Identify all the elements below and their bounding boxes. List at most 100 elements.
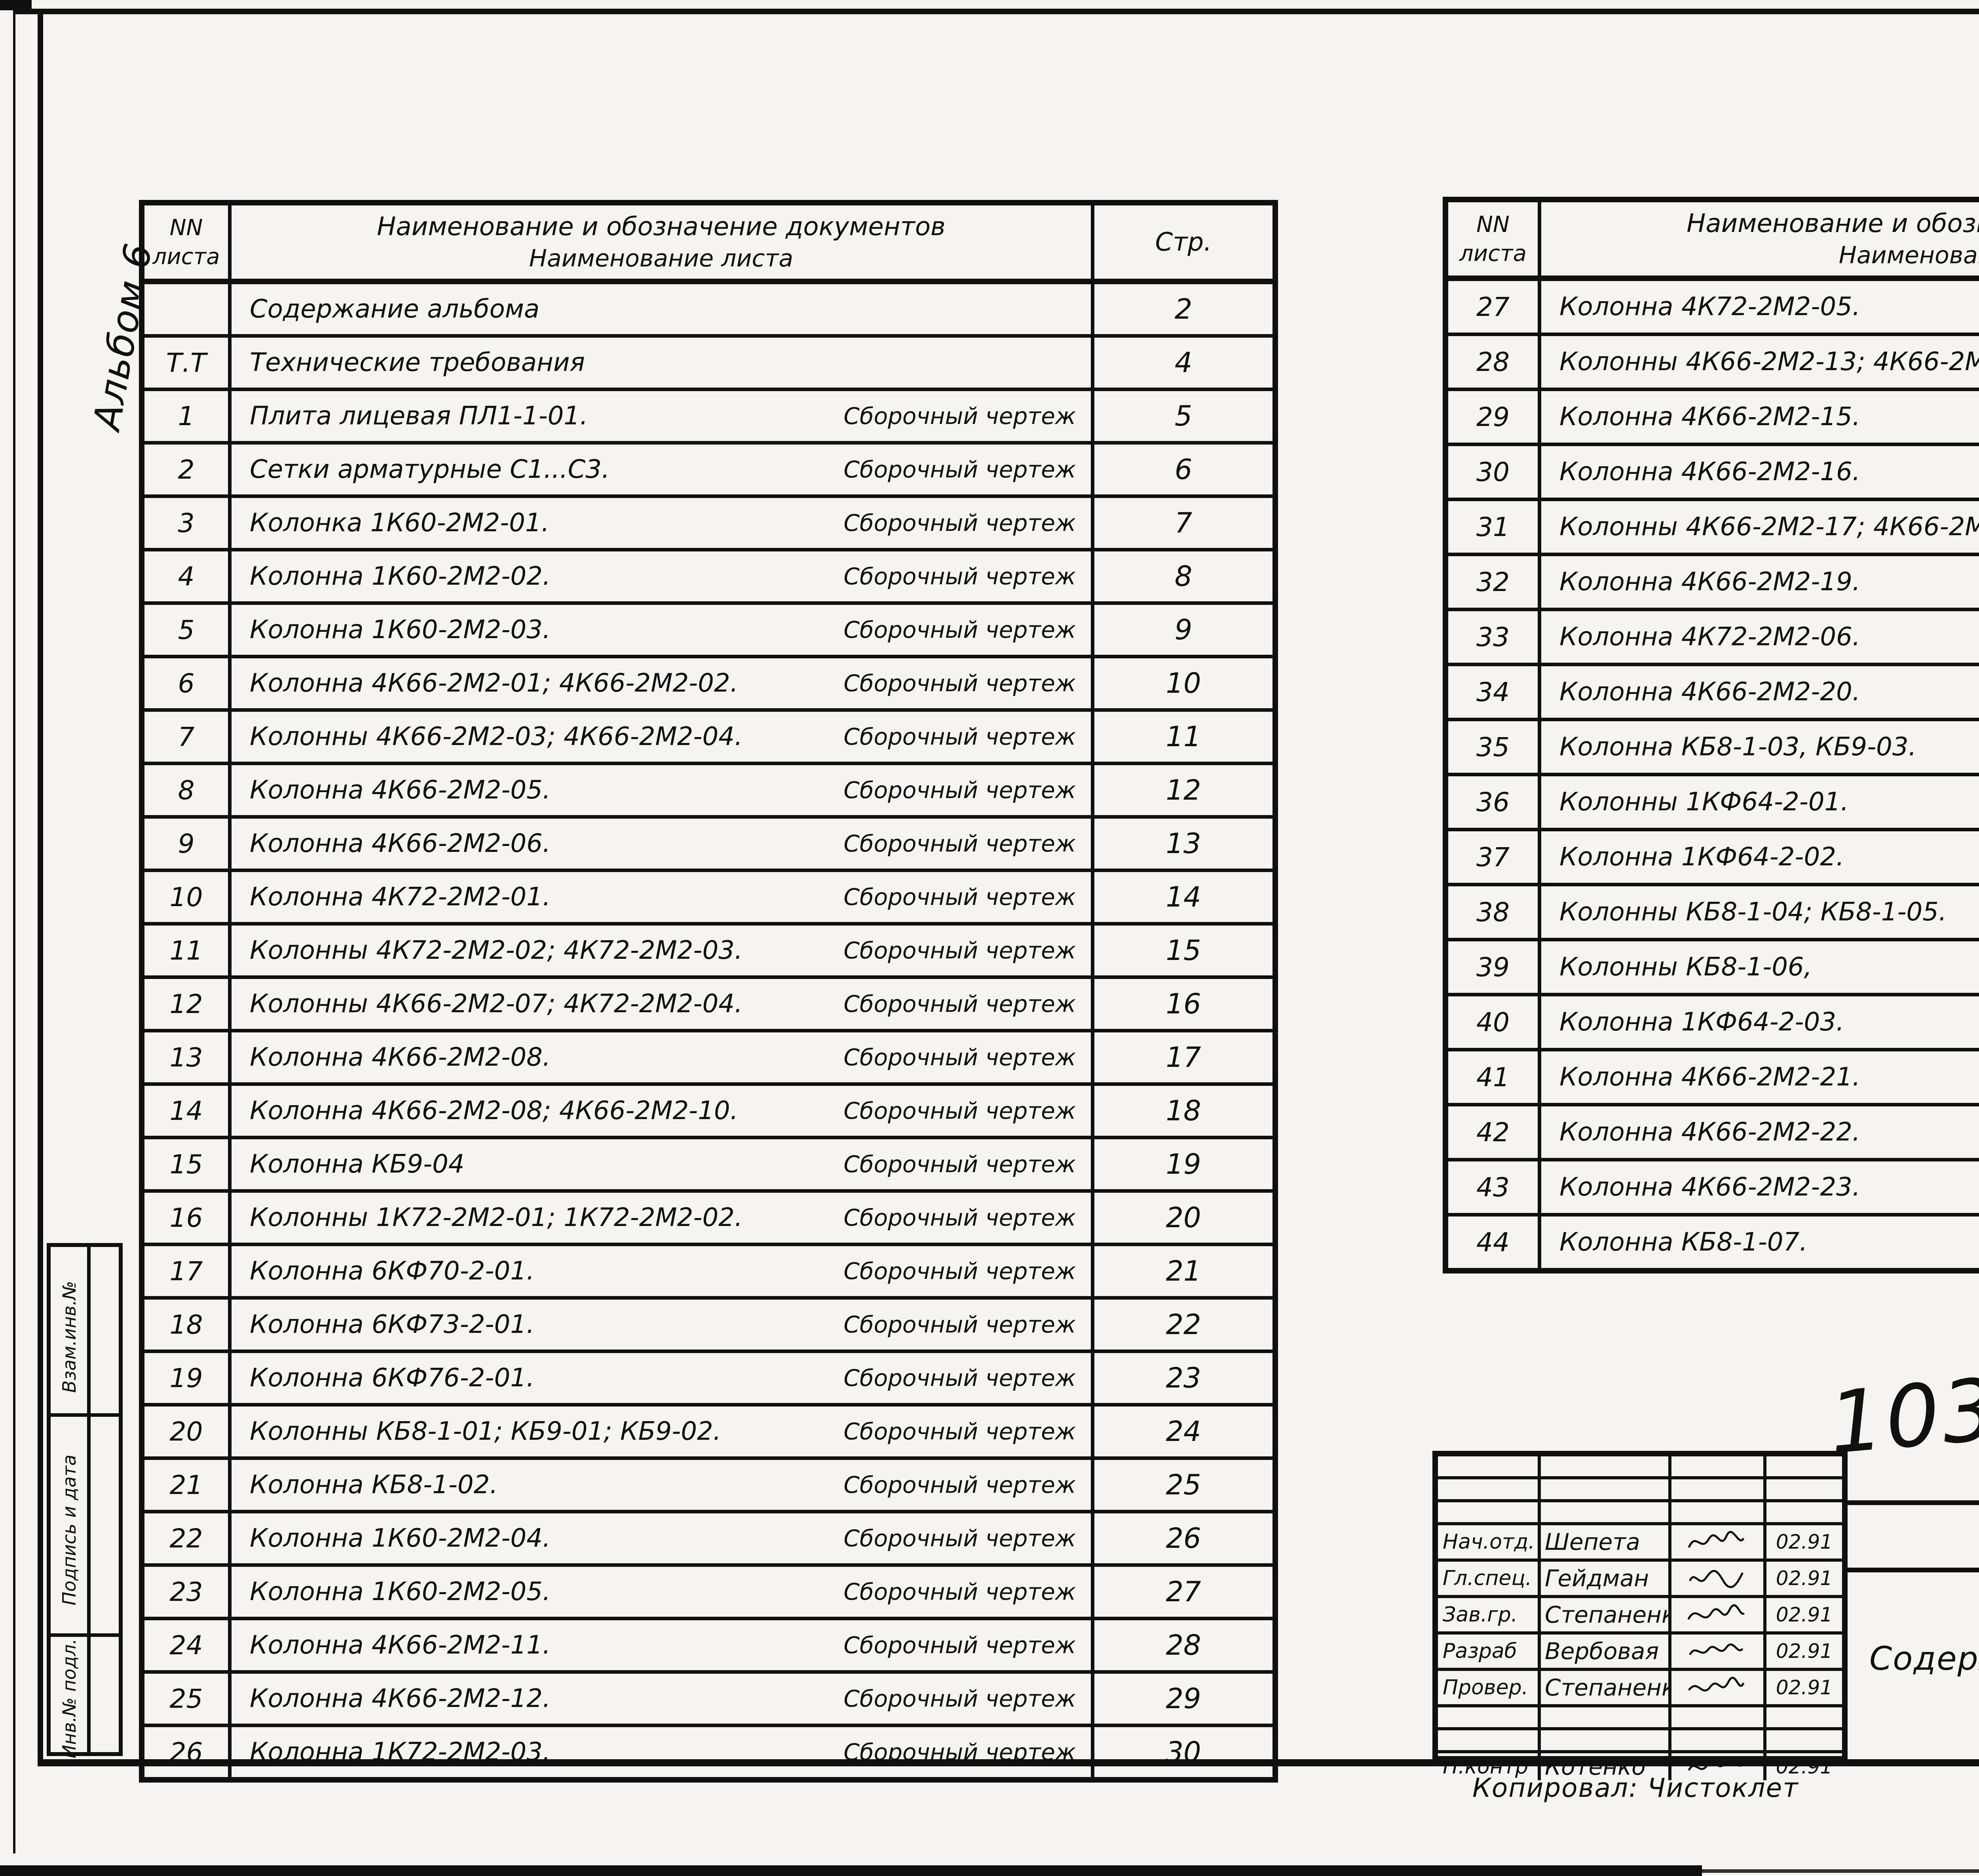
row-document-name: Колонна 4К66-2М2-20. bbox=[1559, 677, 1861, 707]
row-number: 27 bbox=[1448, 281, 1541, 333]
doc-code: 705-2-73.91 bbox=[1848, 1509, 1979, 1560]
row-number: 38 bbox=[1448, 886, 1541, 938]
doc-title: Содержание альбома bbox=[1869, 1640, 1979, 1678]
row-number: 39 bbox=[1448, 941, 1541, 993]
header-name: Наименование и обозначение документов На… bbox=[1541, 202, 1979, 276]
row-number: 31 bbox=[1448, 501, 1541, 553]
header-name-line1: Наименование и обозначение документов bbox=[1687, 209, 1979, 238]
row-name-cell: Колонна 4К66-2М2-19.Сборочный чертеж bbox=[1541, 556, 1979, 608]
row-page-number: 21 bbox=[1166, 1255, 1201, 1287]
row-document-type: Сборочный чертеж bbox=[843, 1632, 1076, 1659]
signature-scribble bbox=[1688, 1676, 1745, 1692]
contents-table-left: NN листа Наименование и обозначение доку… bbox=[139, 200, 1278, 1783]
table-header: NN листа Наименование и обозначение доку… bbox=[1448, 202, 1979, 281]
row-number: 12 bbox=[144, 979, 232, 1029]
row-number: 34 bbox=[1448, 666, 1541, 718]
row-name-cell: Колонны КБ8-1-01; КБ9-01; КБ9-02. Сборочн… bbox=[232, 1407, 1094, 1456]
scan-bottom-band bbox=[0, 1865, 1702, 1876]
row-document-name: Колонна 4К66-2М2-12. bbox=[250, 1684, 551, 1713]
signature-cell bbox=[1671, 1598, 1766, 1631]
row-number: 10 bbox=[144, 872, 232, 922]
row-number: 11 bbox=[144, 926, 232, 975]
row-name-cell: Колонна 6КФ73-2-01. Сборочный чертеж bbox=[232, 1300, 1094, 1350]
signature-cell bbox=[1671, 1753, 1766, 1780]
header-page: Стр. bbox=[1094, 205, 1272, 279]
table-row: 4 Колонна 1К60-2М2-02. Сборочный чертеж 8 bbox=[144, 551, 1272, 605]
row-number: 3 bbox=[144, 498, 232, 548]
signature-row: Н.контр Котенко 02.91 bbox=[1438, 1753, 1842, 1780]
row-document-type: Сборочный чертеж bbox=[843, 1525, 1076, 1552]
row-page-number: 7 bbox=[1174, 507, 1193, 539]
signature-row-empty bbox=[1438, 1707, 1842, 1730]
row-document-type: Сборочный чертеж bbox=[843, 616, 1076, 643]
frame-left-outer-line bbox=[13, 9, 15, 1853]
row-document-type: Сборочный чертеж bbox=[843, 990, 1076, 1017]
row-page-number: 8 bbox=[1174, 560, 1193, 593]
row-number: 32 bbox=[1448, 556, 1541, 608]
signature-row: Разраб Вербовая 02.91 bbox=[1438, 1635, 1842, 1671]
row-name-cell: Колонна 4К66-2М2-12. Сборочный чертеж bbox=[232, 1674, 1094, 1724]
row-name-cell: Колонна КБ8-1-03, КБ9-03.Сборочный черте… bbox=[1541, 721, 1979, 773]
signature-cell bbox=[1671, 1562, 1766, 1595]
row-document-type: Сборочный чертеж bbox=[843, 1097, 1076, 1124]
row-name-cell: Плита лицевая ПЛ1-1-01. Сборочный чертеж bbox=[232, 391, 1094, 441]
row-document-name: Колонна 4К66-2М2-05. bbox=[250, 775, 551, 805]
row-document-name: Колонна 4К72-2М2-05. bbox=[1559, 292, 1861, 321]
side-stamp-row-line bbox=[51, 1633, 119, 1637]
title-block-line bbox=[1848, 1568, 1979, 1572]
row-name-cell: Колонна 4К66-2М2-23.Сборочный чертеж bbox=[1541, 1161, 1979, 1213]
row-document-name: Сетки арматурные С1...С3. bbox=[250, 455, 610, 484]
signature-row: Гл.спец. Гейдман 02.91 bbox=[1438, 1562, 1842, 1598]
side-stamp-label-vzam: Взам.инв.№ bbox=[59, 1281, 80, 1393]
signature-date: 02.91 bbox=[1776, 1755, 1833, 1778]
row-number: 14 bbox=[144, 1086, 232, 1136]
signature-row-empty bbox=[1438, 1479, 1842, 1502]
row-page-number: 27 bbox=[1166, 1576, 1201, 1608]
row-document-name: Колонна КБ9-04 bbox=[250, 1150, 465, 1179]
header-page-label: Стр. bbox=[1155, 227, 1212, 257]
header-name: Наименование и обозначение документов На… bbox=[232, 205, 1094, 279]
row-number: 40 bbox=[1448, 996, 1541, 1048]
inventory-number-handwritten: 10397/6 bbox=[1825, 1342, 1979, 1473]
row-document-name: Колонна 1КФ64-2-03. bbox=[1559, 1007, 1844, 1037]
row-document-type: Сборочный чертеж bbox=[843, 1418, 1076, 1445]
row-document-name: Колонна 4К66-2М2-21. bbox=[1559, 1062, 1861, 1092]
row-page-number: 15 bbox=[1166, 934, 1201, 967]
row-document-name: Колонны 4К66-2М2-07; 4К72-2М2-04. bbox=[250, 989, 743, 1019]
row-number: 9 bbox=[144, 819, 232, 869]
row-document-name: Колонна КБ8-1-07. bbox=[1559, 1228, 1808, 1257]
row-number: 22 bbox=[144, 1513, 232, 1563]
title-block-signature-table: Нач.отд. Шепета 02.91 Гл.спец. Гейдман 0… bbox=[1432, 1451, 1848, 1780]
row-document-name: Колонны КБ8-1-04; КБ8-1-05. bbox=[1559, 897, 1947, 927]
side-stamp-label-podpis: Подпись и дата bbox=[59, 1454, 80, 1606]
signature-date: 02.91 bbox=[1776, 1567, 1833, 1590]
row-name-cell: Колонны КБ8-1-06,Сборочный чертеж bbox=[1541, 941, 1979, 993]
signature-name: Шепета bbox=[1541, 1525, 1671, 1559]
signature-cell bbox=[1671, 1635, 1766, 1668]
row-page-number: 29 bbox=[1166, 1682, 1201, 1715]
row-number: 37 bbox=[1448, 831, 1541, 883]
row-number: Т.Т bbox=[144, 338, 232, 388]
signature-scribble bbox=[1689, 1643, 1743, 1656]
signature-role: Гл.спец. bbox=[1438, 1562, 1541, 1595]
header-nn: NN листа bbox=[144, 205, 232, 279]
row-page-number: 22 bbox=[1166, 1308, 1201, 1341]
row-document-name: Технические требования bbox=[250, 348, 585, 377]
signature-scribble bbox=[1688, 1531, 1745, 1548]
row-name-cell: Колонна КБ8-1-07.Сборочный чертеж bbox=[1541, 1216, 1979, 1268]
row-document-type: Сборочный чертеж bbox=[843, 403, 1076, 430]
row-number: 44 bbox=[1448, 1216, 1541, 1268]
row-name-cell: Колонны 4К66-2М2-03; 4К66-2М2-04. Сборочн… bbox=[232, 712, 1094, 762]
row-page-number: 13 bbox=[1166, 827, 1201, 860]
row-number: 29 bbox=[1448, 391, 1541, 443]
row-name-cell: Колонна 4К66-2М2-01; 4К66-2М2-02. Сборочн… bbox=[232, 658, 1094, 708]
row-number: 20 bbox=[144, 1407, 232, 1456]
row-number: 36 bbox=[1448, 776, 1541, 828]
